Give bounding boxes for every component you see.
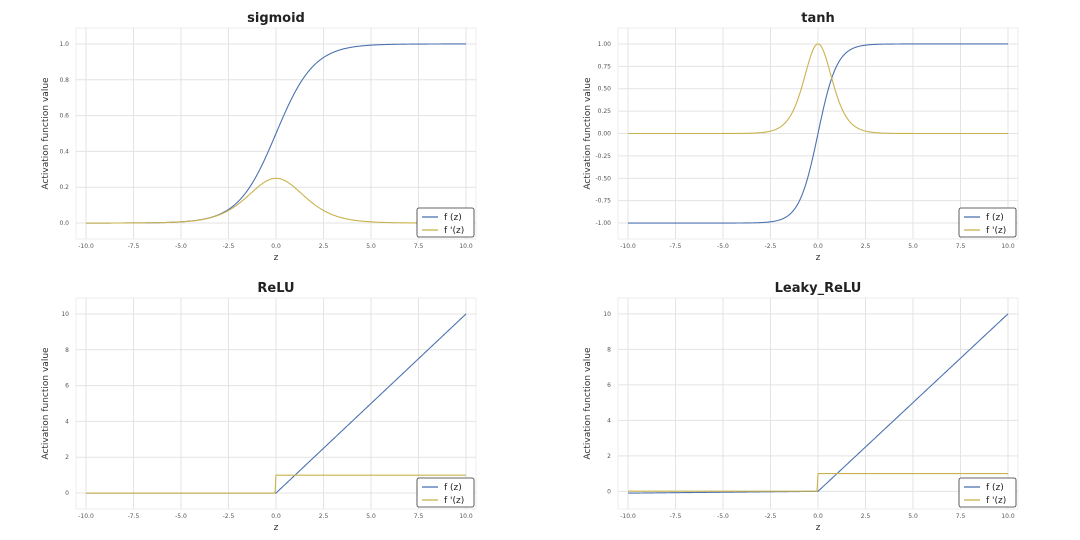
x-tick-label: 5.0 <box>908 513 918 520</box>
y-tick-label: 0 <box>607 488 611 495</box>
y-tick-label: 2 <box>607 453 611 460</box>
y-tick-label: 1.0 <box>59 41 69 48</box>
y-axis-label: Activation function value <box>41 347 51 460</box>
x-tick-label: 5.0 <box>908 243 918 250</box>
x-tick-label: 10.0 <box>1001 513 1015 520</box>
y-tick-label: 6 <box>607 382 611 389</box>
x-tick-label: 10.0 <box>1001 243 1015 250</box>
x-tick-label: -10.0 <box>78 513 94 520</box>
x-tick-label: 0.0 <box>813 243 823 250</box>
y-tick-label: 0.6 <box>59 113 69 120</box>
y-tick-label: 0.75 <box>598 63 612 70</box>
legend-label-f: f (z) <box>444 483 462 493</box>
x-axis-label: z <box>816 523 821 533</box>
x-tick-label: -7.5 <box>128 513 140 520</box>
x-tick-label: 2.5 <box>319 513 329 520</box>
y-tick-label: 0.0 <box>59 220 69 227</box>
x-tick-label: -2.5 <box>223 513 235 520</box>
x-tick-label: -5.0 <box>175 513 187 520</box>
x-tick-label: 7.5 <box>414 513 424 520</box>
x-tick-label: -5.0 <box>717 243 729 250</box>
x-tick-label: 7.5 <box>414 243 424 250</box>
chart-panel-0: -10.0 -7.5 -5.0 -2.5 0.0 2.5 5.0 7.5 10.0 0.0 0.2 0… <box>41 11 477 263</box>
x-tick-label: 5.0 <box>366 513 376 520</box>
legend-label-derivative: f '(z) <box>444 226 464 236</box>
x-tick-label: 0.0 <box>271 243 281 250</box>
chart-panel-2: -10.0 -7.5 -5.0 -2.5 0.0 2.5 5.0 7.5 10.0 0 2 4 6 8 10… <box>41 281 477 533</box>
x-axis-label: z <box>816 253 821 263</box>
x-tick-label: -2.5 <box>223 243 235 250</box>
x-tick-label: -7.5 <box>670 243 682 250</box>
y-tick-label: 0.8 <box>59 77 69 84</box>
x-tick-label: 7.5 <box>956 243 966 250</box>
y-tick-label: 0.00 <box>598 131 612 138</box>
y-tick-label: 0.4 <box>59 148 69 155</box>
y-tick-label: 0.2 <box>59 184 69 191</box>
y-tick-label: 6 <box>65 383 69 390</box>
y-axis-label: Activation function value <box>583 347 593 460</box>
legend-label-f: f (z) <box>444 213 462 223</box>
legend: f (z) f '(z) <box>958 207 1017 238</box>
x-tick-label: -5.0 <box>175 243 187 250</box>
x-tick-label: -2.5 <box>765 243 777 250</box>
series-line-f <box>627 313 1009 494</box>
x-tick-label: 0.0 <box>813 513 823 520</box>
x-tick-label: -7.5 <box>670 513 682 520</box>
chart-title: Leaky_ReLU <box>775 281 862 296</box>
x-axis-label: z <box>274 253 279 263</box>
series-line-derivative <box>628 43 1008 135</box>
y-tick-label: 10 <box>603 311 611 318</box>
chart-panel-1: -10.0 -7.5 -5.0 -2.5 0.0 2.5 5.0 7.5 10.0 -1.00 -0… <box>583 11 1019 263</box>
series-line-derivative <box>86 177 466 224</box>
y-tick-label: -0.50 <box>595 175 611 182</box>
legend-label-derivative: f '(z) <box>986 496 1006 506</box>
y-tick-label: -1.00 <box>595 220 611 227</box>
x-tick-label: 0.0 <box>271 513 281 520</box>
chart-title: sigmoid <box>247 11 305 26</box>
series-line-derivative <box>86 474 466 494</box>
x-tick-label: -10.0 <box>620 513 636 520</box>
y-tick-label: -0.25 <box>595 153 611 160</box>
legend: f (z) f '(z) <box>416 477 475 508</box>
y-tick-label: 2 <box>65 454 69 461</box>
x-tick-label: -2.5 <box>765 513 777 520</box>
y-tick-label: 4 <box>65 418 69 425</box>
x-tick-label: -10.0 <box>78 243 94 250</box>
x-tick-label: 2.5 <box>861 243 871 250</box>
legend: f (z) f '(z) <box>416 207 475 238</box>
x-tick-label: 7.5 <box>956 513 966 520</box>
x-axis-label: z <box>274 523 279 533</box>
x-tick-label: -7.5 <box>128 243 140 250</box>
y-tick-label: 0.50 <box>598 86 612 93</box>
chart-title: tanh <box>801 11 835 26</box>
legend-label-derivative: f '(z) <box>986 226 1006 236</box>
y-tick-label: -0.75 <box>595 198 611 205</box>
series-line-derivative <box>628 473 1008 492</box>
x-tick-label: -10.0 <box>620 243 636 250</box>
x-tick-label: -5.0 <box>717 513 729 520</box>
y-tick-label: 1.00 <box>598 41 612 48</box>
x-tick-label: 2.5 <box>861 513 871 520</box>
y-tick-label: 10 <box>61 311 69 318</box>
legend: f (z) f '(z) <box>958 477 1017 508</box>
legend-label-derivative: f '(z) <box>444 496 464 506</box>
y-tick-label: 0 <box>65 490 69 497</box>
x-tick-label: 10.0 <box>459 513 473 520</box>
x-tick-label: 2.5 <box>319 243 329 250</box>
y-axis-label: Activation function value <box>41 77 51 190</box>
series-line-f <box>628 43 1008 224</box>
y-tick-label: 8 <box>65 347 69 354</box>
chart-panel-3: -10.0 -7.5 -5.0 -2.5 0.0 2.5 5.0 7.5 10.0 0 2 4 6 8 10… <box>583 281 1019 533</box>
y-tick-label: 0.25 <box>598 108 612 115</box>
y-tick-label: 8 <box>607 346 611 353</box>
chart-title: ReLU <box>257 281 294 296</box>
legend-label-f: f (z) <box>986 483 1004 493</box>
legend-label-f: f (z) <box>986 213 1004 223</box>
x-tick-label: 5.0 <box>366 243 376 250</box>
y-tick-label: 4 <box>607 417 611 424</box>
x-tick-label: 10.0 <box>459 243 473 250</box>
y-axis-label: Activation function value <box>583 77 593 190</box>
